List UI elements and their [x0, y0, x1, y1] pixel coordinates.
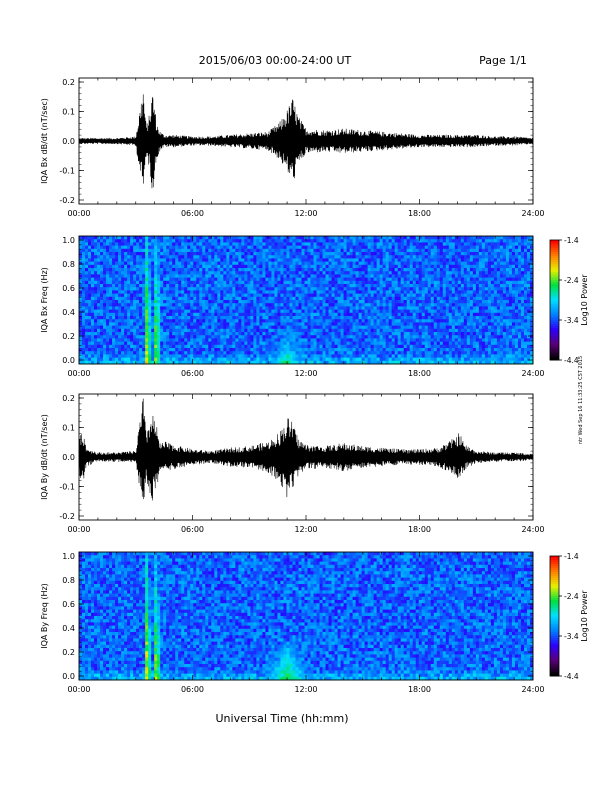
y-tick-label: 0.4	[62, 624, 75, 633]
y-axis-label: IQA Bx dB/dt (nT/sec)	[40, 98, 49, 184]
y-tick-label: -0.1	[59, 483, 75, 492]
y-tick-label: 1.0	[62, 552, 75, 561]
x-tick-label: 18:00	[408, 685, 431, 694]
y-tick-label: 0.1	[62, 424, 75, 433]
dbdt-trace	[78, 94, 534, 189]
y-axis-label: IQA By Freq (Hz)	[40, 583, 49, 649]
y-tick-label: 0.2	[62, 648, 75, 657]
y-tick-label: 0.0	[62, 137, 75, 146]
y-tick-label: 0.0	[62, 672, 75, 681]
y-tick-label: 0.1	[62, 108, 75, 117]
y-tick-label: 0.0	[62, 356, 75, 365]
x-tick-label: 24:00	[521, 209, 544, 218]
x-tick-label: 00:00	[67, 685, 90, 694]
x-tick-label: 24:00	[521, 369, 544, 378]
spectrogram-image	[79, 552, 534, 681]
y-tick-label: 0.8	[62, 260, 75, 269]
y-tick-label: -0.2	[59, 512, 75, 521]
y-tick-label: -0.2	[59, 196, 75, 205]
colorbar-tick-label: -1.4	[564, 552, 579, 561]
x-tick-label: 06:00	[181, 369, 204, 378]
colorbar-tick-label: -4.4	[564, 672, 579, 681]
y-tick-label: -0.1	[59, 167, 75, 176]
panel-4: -1.4 -2.4 -3.4 -4.4 Log10 Power 00:00 06:00 12:…	[40, 551, 589, 694]
x-tick-label: 00:00	[67, 525, 90, 534]
x-tick-label: 12:00	[294, 369, 317, 378]
y-tick-label: 0.2	[62, 332, 75, 341]
x-tick-label: 12:00	[294, 209, 317, 218]
x-tick-label: 06:00	[181, 525, 204, 534]
page-number: Page 1/1	[479, 54, 527, 67]
y-tick-label: 0.8	[62, 576, 75, 585]
panel-3: 00:00 06:00 12:00 18:00 24:00 0.2 0.1 0.0 -0.1 -0…	[40, 393, 545, 534]
colorbar-tick-label: -3.4	[564, 632, 579, 641]
y-tick-label: 0.2	[62, 394, 75, 403]
colorbar-tick-label: -2.4	[564, 276, 579, 285]
colorbar: -1.4 -2.4 -3.4 -4.4 Log10 Power	[549, 236, 589, 365]
x-axis-label: Universal Time (hh:mm)	[216, 712, 349, 725]
dbdt-trace	[78, 398, 534, 501]
figure-title: 2015/06/03 00:00-24:00 UT	[199, 54, 352, 67]
y-axis-label: IQA By dB/dt (nT/sec)	[40, 414, 49, 500]
colorbar-tick-label: -3.4	[564, 316, 579, 325]
x-tick-label: 18:00	[408, 525, 431, 534]
x-tick-label: 06:00	[181, 685, 204, 694]
colorbar: -1.4 -2.4 -3.4 -4.4 Log10 Power	[549, 552, 589, 681]
colorbar-tick-label: -1.4	[564, 236, 579, 245]
x-tick-label: 24:00	[521, 685, 544, 694]
spectrogram-image	[79, 236, 534, 365]
side-timestamp: ntr Wed Sep 16 11:33:25 CST 2015	[578, 356, 584, 444]
y-tick-label: 0.0	[62, 453, 75, 462]
x-tick-label: 18:00	[408, 369, 431, 378]
y-tick-label: 1.0	[62, 236, 75, 245]
y-tick-label: 0.4	[62, 308, 75, 317]
colorbar-tick-label: -2.4	[564, 592, 579, 601]
x-tick-label: 06:00	[181, 209, 204, 218]
x-tick-label: 12:00	[294, 525, 317, 534]
colorbar-tick-label: -4.4	[564, 356, 579, 365]
x-tick-label: 00:00	[67, 369, 90, 378]
y-tick-label: 0.6	[62, 284, 75, 293]
x-tick-label: 12:00	[294, 685, 317, 694]
colorbar-label: Log10 Power	[580, 590, 589, 642]
x-tick-label: 24:00	[521, 525, 544, 534]
y-tick-label: 0.6	[62, 600, 75, 609]
colorbar-label: Log10 Power	[580, 274, 589, 326]
x-tick-label: 00:00	[67, 209, 90, 218]
panel-2: -1.4 -2.4 -3.4 -4.4 Log10 Power 00:00 06:00 12:…	[40, 235, 589, 378]
y-tick-label: 0.2	[62, 78, 75, 87]
panel-1: 00:00 06:00 12:00 18:00 24:00 0.2 0.1 0.0 -0.1 -0…	[40, 77, 545, 218]
x-tick-label: 18:00	[408, 209, 431, 218]
y-axis-label: IQA Bx Freq (Hz)	[40, 267, 49, 333]
